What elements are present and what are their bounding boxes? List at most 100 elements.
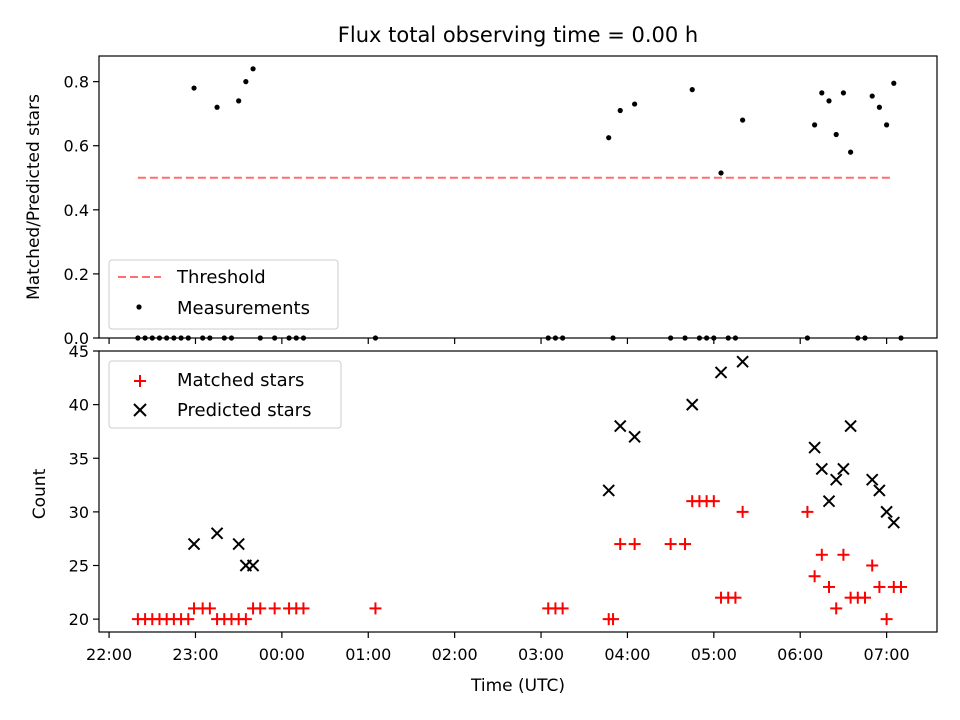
matched-star-point	[254, 602, 267, 615]
predicted-star-point	[628, 430, 641, 444]
predicted-star-point	[232, 537, 245, 551]
measurement-point	[848, 149, 854, 155]
matched-star-point	[679, 538, 692, 551]
top-ytick-label: 0.8	[64, 73, 89, 92]
bottom-xtick-label: 06:00	[777, 645, 823, 664]
measurement-point	[869, 93, 875, 99]
count-points	[131, 355, 908, 626]
bottom-xtick-label: 05:00	[691, 645, 737, 664]
top-ytick-label: 0.4	[64, 201, 89, 220]
top-y-ticks: 0.0 0.2 0.4 0.6 0.8	[64, 73, 99, 348]
predicted-star-point	[210, 527, 224, 540]
measurement-point	[689, 87, 695, 93]
measurement-point	[632, 101, 638, 107]
predicted-star-point	[187, 537, 201, 551]
top-title: Flux total observing time = 0.00 h	[338, 23, 698, 47]
predicted-star-point	[844, 419, 857, 433]
measurement-point	[819, 90, 825, 96]
predicted-star-point	[865, 473, 879, 486]
measurement-point	[840, 90, 847, 96]
legend-threshold-label: Threshold	[176, 267, 266, 288]
top-ylabel: Matched/Predicted stars	[24, 94, 44, 300]
matched-star-point	[815, 548, 828, 561]
bottom-xtick-label: 22:00	[86, 645, 132, 664]
matched-star-point	[873, 580, 886, 593]
legend-matched-swatch	[134, 375, 146, 387]
matched-star-point	[729, 591, 742, 604]
predicted-star-point	[822, 494, 836, 508]
measurement-point	[884, 122, 890, 128]
bottom-xtick-label: 02:00	[432, 645, 478, 664]
matched-star-point	[268, 602, 281, 615]
legend-predicted-swatch	[133, 403, 147, 417]
bottom-legend: Matched stars Predicted stars	[108, 360, 342, 429]
measurement-point	[617, 107, 623, 114]
matched-star-point	[556, 602, 569, 615]
top-axes-frame	[98, 55, 938, 339]
measurement-point	[826, 98, 832, 104]
bottom-xlabel: Time (UTC)	[470, 676, 565, 696]
predicted-star-point	[714, 366, 728, 379]
matched-star-point	[866, 559, 879, 572]
legend-predicted-label: Predicted stars	[177, 400, 311, 421]
legend-matched-label: Matched stars	[177, 370, 304, 391]
bottom-legend-box	[108, 360, 342, 429]
bottom-ytick-label: 30	[69, 503, 89, 522]
predicted-star-point	[873, 484, 886, 497]
matched-star-point	[880, 613, 893, 626]
predicted-star-point	[880, 505, 893, 519]
matched-star-point	[736, 505, 749, 518]
predicted-star-point	[614, 419, 627, 433]
predicted-star-point	[602, 484, 615, 497]
predicted-star-point	[830, 473, 843, 486]
bottom-ytick-label: 35	[69, 449, 89, 468]
bottom-ytick-label: 25	[69, 557, 89, 576]
matched-star-point	[628, 538, 641, 551]
matched-star-point	[895, 580, 908, 593]
bottom-xtick-label: 07:00	[864, 645, 910, 664]
legend-measurements-swatch	[136, 304, 142, 310]
measurement-point	[606, 135, 612, 141]
predicted-star-point	[686, 398, 699, 411]
measurement-points	[135, 66, 904, 341]
matched-star-point	[830, 602, 843, 615]
matched-star-point	[607, 613, 620, 626]
bottom-ytick-label: 45	[69, 342, 89, 361]
matched-star-point	[297, 602, 310, 615]
top-ytick-label: 0.6	[64, 137, 89, 156]
bottom-ylabel: Count	[30, 468, 50, 519]
top-panel: Flux total observing time = 0.00 h Match…	[24, 23, 938, 348]
measurement-point	[891, 80, 897, 86]
matched-star-point	[801, 505, 814, 518]
matched-star-point	[823, 580, 836, 593]
measurement-point	[191, 85, 197, 91]
measurement-point	[236, 98, 242, 104]
measurement-point	[740, 117, 746, 123]
matched-star-point	[808, 570, 821, 583]
top-ytick-label: 0.0	[64, 329, 89, 348]
measurement-point	[718, 170, 724, 176]
legend-measurements-label: Measurements	[177, 298, 310, 319]
matched-star-point	[203, 602, 216, 615]
bottom-x-ticks: 22:00 23:00 00:00 01:00 02:00 03:00 04:00 05:00…	[86, 632, 910, 664]
bottom-xtick-label: 03:00	[518, 645, 564, 664]
matched-star-point	[859, 591, 872, 604]
bottom-y-ticks: 20 25 30 35 40 45	[69, 342, 99, 629]
top-ytick-label: 0.2	[64, 265, 89, 284]
matched-star-point	[707, 495, 720, 508]
predicted-star-point	[887, 516, 901, 529]
bottom-xtick-label: 01:00	[345, 645, 391, 664]
bottom-axes-frame	[98, 350, 938, 633]
matched-star-point	[614, 538, 627, 551]
measurement-point	[876, 104, 883, 110]
measurement-point	[243, 79, 249, 85]
predicted-star-point	[815, 462, 829, 476]
matched-star-point	[664, 538, 677, 551]
predicted-star-point	[736, 355, 749, 368]
measurement-point	[833, 131, 839, 138]
bottom-xtick-label: 23:00	[172, 645, 218, 664]
measurement-point	[812, 122, 818, 128]
bottom-ytick-label: 40	[69, 396, 89, 415]
